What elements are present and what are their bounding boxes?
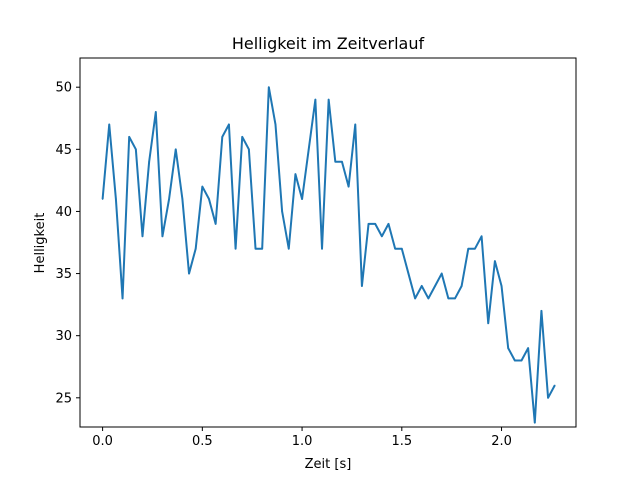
data-point	[527, 347, 529, 349]
data-point	[374, 223, 377, 225]
data-point	[121, 297, 124, 300]
data-point	[553, 384, 556, 387]
data-point	[301, 198, 303, 200]
data-point	[454, 297, 456, 300]
data-point	[547, 397, 549, 399]
data-point	[394, 247, 396, 250]
y-tick-label: 30	[55, 329, 72, 344]
data-point	[347, 185, 350, 188]
data-point	[274, 123, 277, 126]
y-tick-label: 45	[55, 143, 72, 158]
data-point	[341, 160, 343, 163]
data-point	[307, 148, 310, 151]
data-point	[174, 148, 177, 151]
data-point	[234, 247, 237, 250]
data-point	[181, 198, 184, 200]
x-tick-label: 1.5	[391, 434, 412, 449]
data-point	[281, 210, 283, 213]
x-tick-label: 0.5	[192, 434, 213, 449]
data-point	[115, 198, 117, 200]
data-point	[520, 359, 523, 362]
y-tick-label: 35	[55, 267, 72, 282]
data-point	[148, 160, 150, 163]
data-point	[261, 247, 263, 250]
y-axis-label: Helligkeit	[33, 213, 48, 274]
data-point	[327, 98, 330, 101]
data-point	[440, 272, 443, 275]
data-point	[407, 272, 410, 275]
data-point	[254, 247, 257, 250]
data-point	[507, 347, 509, 349]
data-point	[434, 285, 436, 287]
x-axis-label: Zeit [s]	[305, 457, 352, 472]
x-tick-label: 0.0	[92, 434, 113, 449]
data-point	[474, 247, 476, 250]
data-point	[208, 198, 210, 200]
data-point	[427, 297, 430, 300]
chart-title: Helligkeit im Zeitverlauf	[232, 34, 425, 53]
data-point	[361, 285, 363, 287]
data-point	[188, 272, 190, 275]
x-tick-label: 2.0	[491, 434, 512, 449]
data-point	[248, 148, 250, 151]
x-tick-label: 1.0	[292, 434, 313, 449]
data-point	[314, 98, 317, 101]
data-point	[354, 123, 357, 126]
data-point	[467, 247, 470, 250]
data-point	[135, 148, 137, 151]
data-point	[401, 247, 403, 250]
data-point	[241, 136, 244, 138]
data-point	[494, 260, 496, 262]
y-tick-label: 25	[55, 391, 72, 406]
data-point	[214, 223, 217, 225]
data-point	[480, 235, 483, 238]
data-point	[533, 421, 536, 424]
data-point	[194, 247, 197, 250]
data-point	[487, 322, 490, 325]
data-point	[168, 198, 170, 200]
data-point	[155, 111, 157, 113]
series-line	[101, 86, 556, 424]
data-point	[414, 297, 416, 300]
y-tick-label: 40	[55, 205, 72, 220]
data-point	[460, 285, 463, 287]
x-axis: 0.0 0.5 1.0 1.5 2.0	[92, 427, 512, 449]
data-point	[447, 297, 450, 300]
data-point	[500, 285, 503, 287]
data-point	[381, 235, 383, 238]
data-point	[514, 359, 516, 362]
data-point	[128, 136, 130, 138]
data-point	[367, 223, 370, 225]
plot-frame	[79, 57, 577, 428]
data-point	[287, 247, 290, 250]
data-point	[420, 285, 423, 287]
data-point	[221, 136, 224, 138]
data-point	[101, 198, 104, 200]
data-point	[108, 123, 111, 126]
data-point	[321, 247, 323, 250]
y-axis: 25 30 35 40 45 50	[55, 81, 80, 406]
data-point	[387, 223, 390, 225]
data-point	[141, 235, 144, 238]
data-point	[161, 235, 164, 238]
plot-area	[101, 86, 556, 424]
data-point	[294, 173, 297, 175]
data-point	[201, 185, 204, 188]
y-tick-label: 50	[55, 81, 72, 96]
data-point	[540, 310, 543, 312]
data-point	[228, 123, 230, 126]
data-point	[334, 160, 337, 163]
data-point	[268, 86, 270, 88]
